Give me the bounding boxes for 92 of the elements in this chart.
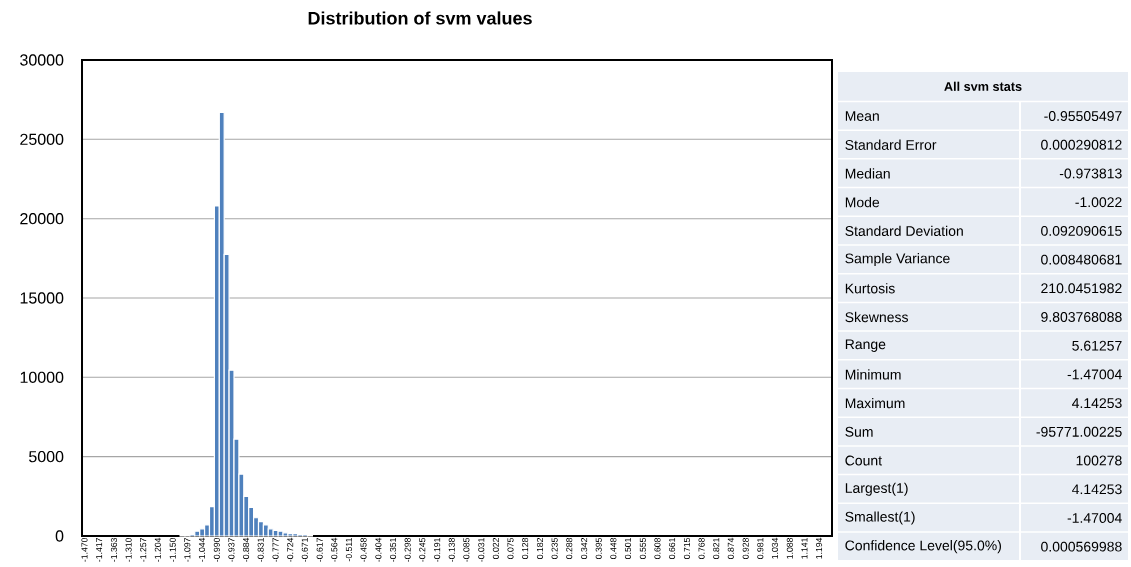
x-tick-label: -0.937 (228, 538, 235, 562)
x-tick-label: 1.194 (815, 537, 823, 559)
x-tick-label: -1.363 (110, 537, 118, 562)
x-tick-label: 0.075 (507, 537, 514, 559)
x-tick-label: -0.777 (272, 538, 279, 562)
x-tick-label: 0.022 (492, 538, 499, 559)
x-tick-label: 0.395 (595, 537, 602, 559)
x-tick-label: -0.990 (213, 537, 220, 562)
x-tick-label: -0.031 (478, 538, 485, 562)
x-tick-label: 0.235 (551, 537, 558, 559)
x-tick-label: 1.034 (771, 537, 778, 559)
x-tick-label: -0.085 (463, 537, 470, 562)
category-label: Standard Deviation (845, 225, 963, 237)
category-label: Maximum (845, 397, 905, 409)
x-tick-label: 1.141 (801, 538, 808, 559)
x-tick-label: -0.724 (287, 537, 294, 562)
data-label: 0.008480681 (1041, 254, 1122, 265)
x-tick-label: -1.044 (198, 537, 205, 562)
x-tick-label: 0.128 (522, 537, 529, 559)
data-label: -95771.00225 (1036, 426, 1122, 437)
data-label: 0.000290812 (1041, 139, 1122, 150)
y-tick-label: 5000 (29, 451, 64, 463)
x-tick-label: -0.351 (389, 538, 397, 562)
category-label: Confidence Level(95.0%) (845, 540, 1001, 554)
y-tick-label: 0 (55, 530, 64, 542)
y-tick-label: 15000 (20, 292, 64, 304)
x-tick-label: 0.555 (639, 537, 646, 559)
category-label: Standard Error (845, 139, 937, 150)
x-tick-label: -1.204 (154, 537, 161, 562)
data-label: 0.092090615 (1041, 225, 1122, 236)
category-label: Mean (845, 111, 879, 121)
x-tick-label: -0.884 (242, 537, 250, 562)
x-tick-label: 0.981 (757, 538, 764, 559)
y-tick-label: 20000 (20, 213, 64, 225)
x-tick-label: -0.831 (257, 538, 264, 562)
data-label: -0.95505497 (1044, 111, 1122, 122)
x-tick-label: 0.821 (713, 538, 720, 559)
category-label: Count (845, 455, 882, 466)
x-tick-label: -1.310 (125, 537, 132, 562)
x-tick-label: -0.671 (301, 538, 308, 562)
x-tick-label: 0.288 (566, 537, 573, 559)
data-label: 9.803768088 (1041, 312, 1122, 322)
category-label: Mode (845, 197, 880, 208)
x-tick-label: -0.191 (434, 538, 441, 562)
data-label: -1.47004 (1067, 369, 1122, 380)
x-tick-label: 1.088 (786, 537, 793, 559)
category-label: Range (845, 339, 886, 352)
x-tick-label: -0.511 (345, 538, 352, 562)
x-tick-label: 0.874 (727, 537, 734, 559)
data-label: 4.14253 (1072, 398, 1122, 409)
x-tick-label: -0.138 (448, 537, 455, 562)
category-label: Skewness (845, 311, 908, 323)
category-label: Sum (845, 426, 873, 437)
y-tick-label: 30000 (20, 54, 64, 66)
category-label: Minimum (845, 369, 901, 380)
category-label: Smallest(1) (845, 511, 915, 525)
data-label: 0.000569988 (1041, 541, 1122, 552)
x-tick-label: 0.608 (654, 537, 661, 559)
data-label: 100278 (1076, 455, 1122, 466)
category-label: Largest(1) (845, 482, 908, 496)
category-label: Sample Variance (845, 253, 950, 267)
x-tick-label: -1.417 (96, 538, 103, 562)
y-tick-label: 10000 (20, 371, 64, 383)
chart-title: Distribution of svm values (308, 11, 532, 25)
x-tick-label: 0.715 (683, 537, 691, 559)
x-tick-label: -0.564 (331, 537, 338, 562)
x-tick-label: 0.448 (610, 537, 617, 559)
y-tick-label: 25000 (20, 133, 64, 145)
x-tick-label: -0.245 (419, 537, 426, 562)
x-tick-label: -1.257 (140, 538, 147, 562)
data-label: -0.973813 (1059, 168, 1122, 179)
category-label: Kurtosis (845, 283, 895, 294)
x-tick-label: 0.928 (742, 537, 749, 559)
x-tick-label: -0.298 (404, 537, 411, 562)
x-tick-label: -0.458 (360, 537, 367, 562)
x-tick-label: 0.182 (536, 538, 544, 559)
data-label: -1.47004 (1067, 512, 1122, 523)
x-tick-label: 0.501 (624, 538, 632, 559)
data-label: 5.61257 (1072, 340, 1122, 351)
x-tick-label: 0.661 (669, 538, 676, 559)
category-label: Median (845, 168, 890, 179)
x-tick-label: -1.470 (81, 537, 88, 562)
x-tick-label: -1.150 (169, 537, 176, 562)
x-tick-label: 0.768 (698, 537, 705, 559)
data-label: 210.0451982 (1041, 283, 1122, 294)
x-tick-label: 0.342 (581, 538, 588, 559)
x-tick-label: -0.404 (375, 537, 382, 562)
text: All svm stats (944, 81, 1022, 91)
x-tick-label: -0.617 (316, 538, 323, 562)
data-label: -1.0022 (1075, 197, 1122, 208)
data-label: 4.14253 (1072, 484, 1122, 495)
x-tick-label: -1.097 (184, 538, 191, 562)
